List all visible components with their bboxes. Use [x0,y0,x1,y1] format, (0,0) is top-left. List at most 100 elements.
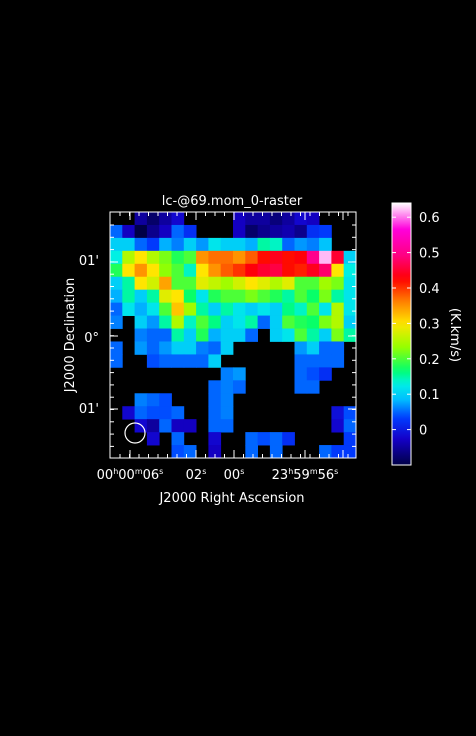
heatmap-cell [146,419,160,433]
heatmap-cell [282,224,295,239]
heatmap-cell [208,276,222,291]
heatmap-cell [196,328,209,342]
heatmap-cell [171,445,185,459]
heatmap-cell [233,212,246,226]
heatmap-cell [171,302,185,316]
heatmap-cell [208,328,222,342]
heatmap-cell [196,289,209,304]
heatmap-cell [319,367,332,381]
plot-frame [109,211,357,459]
heatmap-cell [343,250,357,265]
heatmap-cell [208,393,222,407]
heatmap-cell [220,419,234,433]
heatmap-cell [343,445,357,459]
heatmap-cell [220,315,234,329]
heatmap-cell [122,237,135,252]
heatmap-cell [220,263,234,278]
heatmap-cell [245,237,258,252]
heatmap-cell [159,419,172,433]
heatmap-cell [282,237,295,252]
heatmap-cell [183,276,197,291]
heatmap-cell [159,315,172,329]
heatmap-cell [134,341,148,355]
heatmap-cell [134,328,148,342]
heatmap-cell [208,406,222,420]
heatmap-cell [171,237,185,252]
colorbar-tick-label: 0.1 [419,388,440,403]
heatmap-cell [220,237,234,252]
heatmap-cell [196,354,209,368]
heatmap-cell [257,224,271,239]
heatmap-cell [269,212,283,226]
heatmap-cell [196,237,209,252]
heatmap-cell [159,406,172,420]
heatmap-cell [159,276,172,291]
heatmap-cell [306,263,320,278]
heatmap-cell [183,354,197,368]
colorbar-tick-label: 0 [419,424,427,439]
heatmap-cell [122,276,135,291]
heatmap-cell [294,315,308,329]
heatmap-cell [208,419,222,433]
heatmap-cell [122,263,135,278]
heatmap-cell [233,315,246,329]
heatmap-cell [257,276,271,291]
heatmap-cell [183,315,197,329]
heatmap-cell [306,341,320,355]
heatmap-cell [306,224,320,239]
heatmap-cell [122,289,135,304]
heatmap-cell [196,302,209,316]
heatmap-cell [331,276,345,291]
heatmap-cell [306,250,320,265]
heatmap-cell [159,250,172,265]
heatmap-cell [257,432,271,446]
heatmap-cell [306,212,320,226]
heatmap-cell [343,315,357,329]
heatmap-cell [343,302,357,316]
heatmap-cell [269,289,283,304]
colorbar-label: (K.km/s) [447,308,462,362]
heatmap-cell [269,250,283,265]
heatmap-cell [134,315,148,329]
heatmap-cell [220,367,234,381]
heatmap-cell [282,263,295,278]
heatmap-cell [110,263,123,278]
heatmap-cell [294,224,308,239]
heatmap-cell [171,212,185,226]
heatmap-cell [220,328,234,342]
heatmap-cell [134,212,148,226]
colorbar-tick-label: 0.2 [419,353,440,368]
heatmap-cell [257,250,271,265]
heatmap-cell [134,276,148,291]
heatmap-cell [282,328,295,342]
heatmap-cell [134,406,148,420]
heatmap-cell [331,263,345,278]
heatmap-cell [233,250,246,265]
heatmap-cell [282,250,295,265]
heatmap-cell [294,302,308,316]
heatmap-cell [233,367,246,381]
heatmap-cell [269,276,283,291]
heatmap-cell [183,224,197,239]
heatmap-cell [257,212,271,226]
heatmap-cell [331,419,345,433]
heatmap-cell [134,393,148,407]
heatmap-cell [306,380,320,394]
heatmap-cell [146,276,160,291]
heatmap-cell [294,237,308,252]
heatmap-cell [146,432,160,446]
heatmap-cell [171,250,185,265]
heatmap-cell [183,341,197,355]
heatmap-cell [171,263,185,278]
heatmap-cell [208,380,222,394]
heatmap-cell [171,289,185,304]
heatmap-cell [220,276,234,291]
heatmap-cell [134,302,148,316]
heatmap-cell [233,276,246,291]
heatmap-cell [269,224,283,239]
y-axis-label: J2000 Declination [63,278,78,394]
heatmap-cell [269,315,283,329]
heatmap-cells [110,212,357,459]
heatmap-cell [306,276,320,291]
